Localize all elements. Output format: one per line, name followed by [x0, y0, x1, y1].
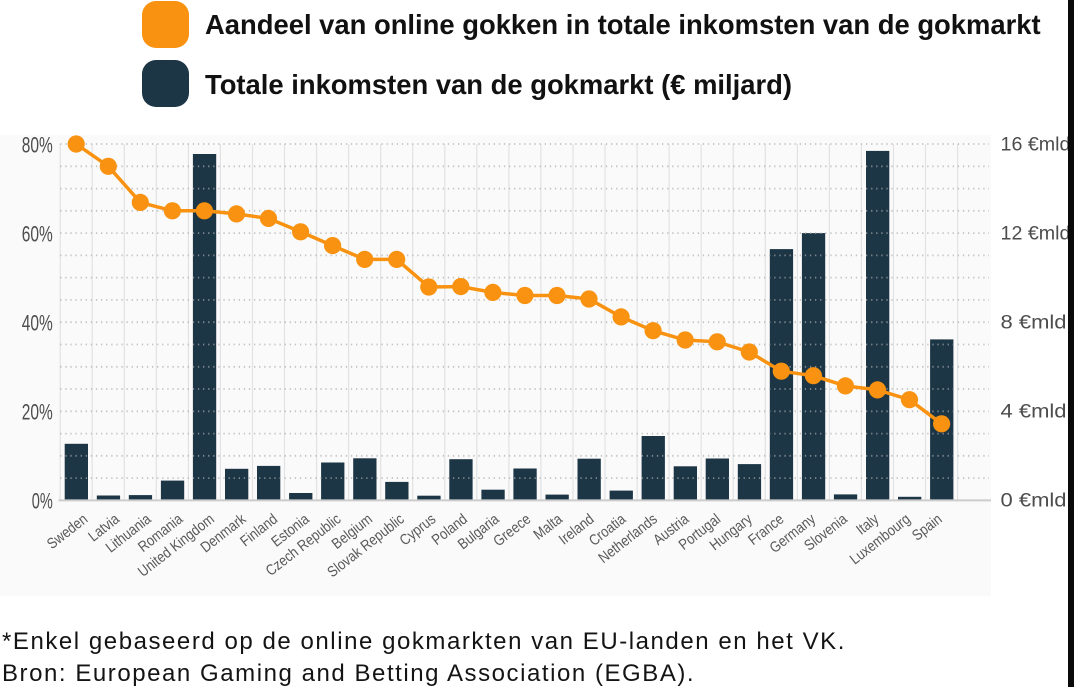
svg-text:60%: 60%: [22, 221, 53, 246]
svg-text:80%: 80%: [22, 132, 53, 157]
svg-text:4 €mld: 4 €mld: [1001, 402, 1067, 423]
svg-text:16 €mld: 16 €mld: [1001, 134, 1071, 155]
svg-text:8 €mld: 8 €mld: [1001, 313, 1067, 334]
svg-text:40%: 40%: [22, 311, 53, 336]
svg-text:0%: 0%: [32, 489, 53, 514]
svg-text:12 €mld: 12 €mld: [1001, 223, 1071, 244]
svg-text:0 €mld: 0 €mld: [1001, 491, 1067, 512]
svg-text:20%: 20%: [22, 400, 53, 425]
